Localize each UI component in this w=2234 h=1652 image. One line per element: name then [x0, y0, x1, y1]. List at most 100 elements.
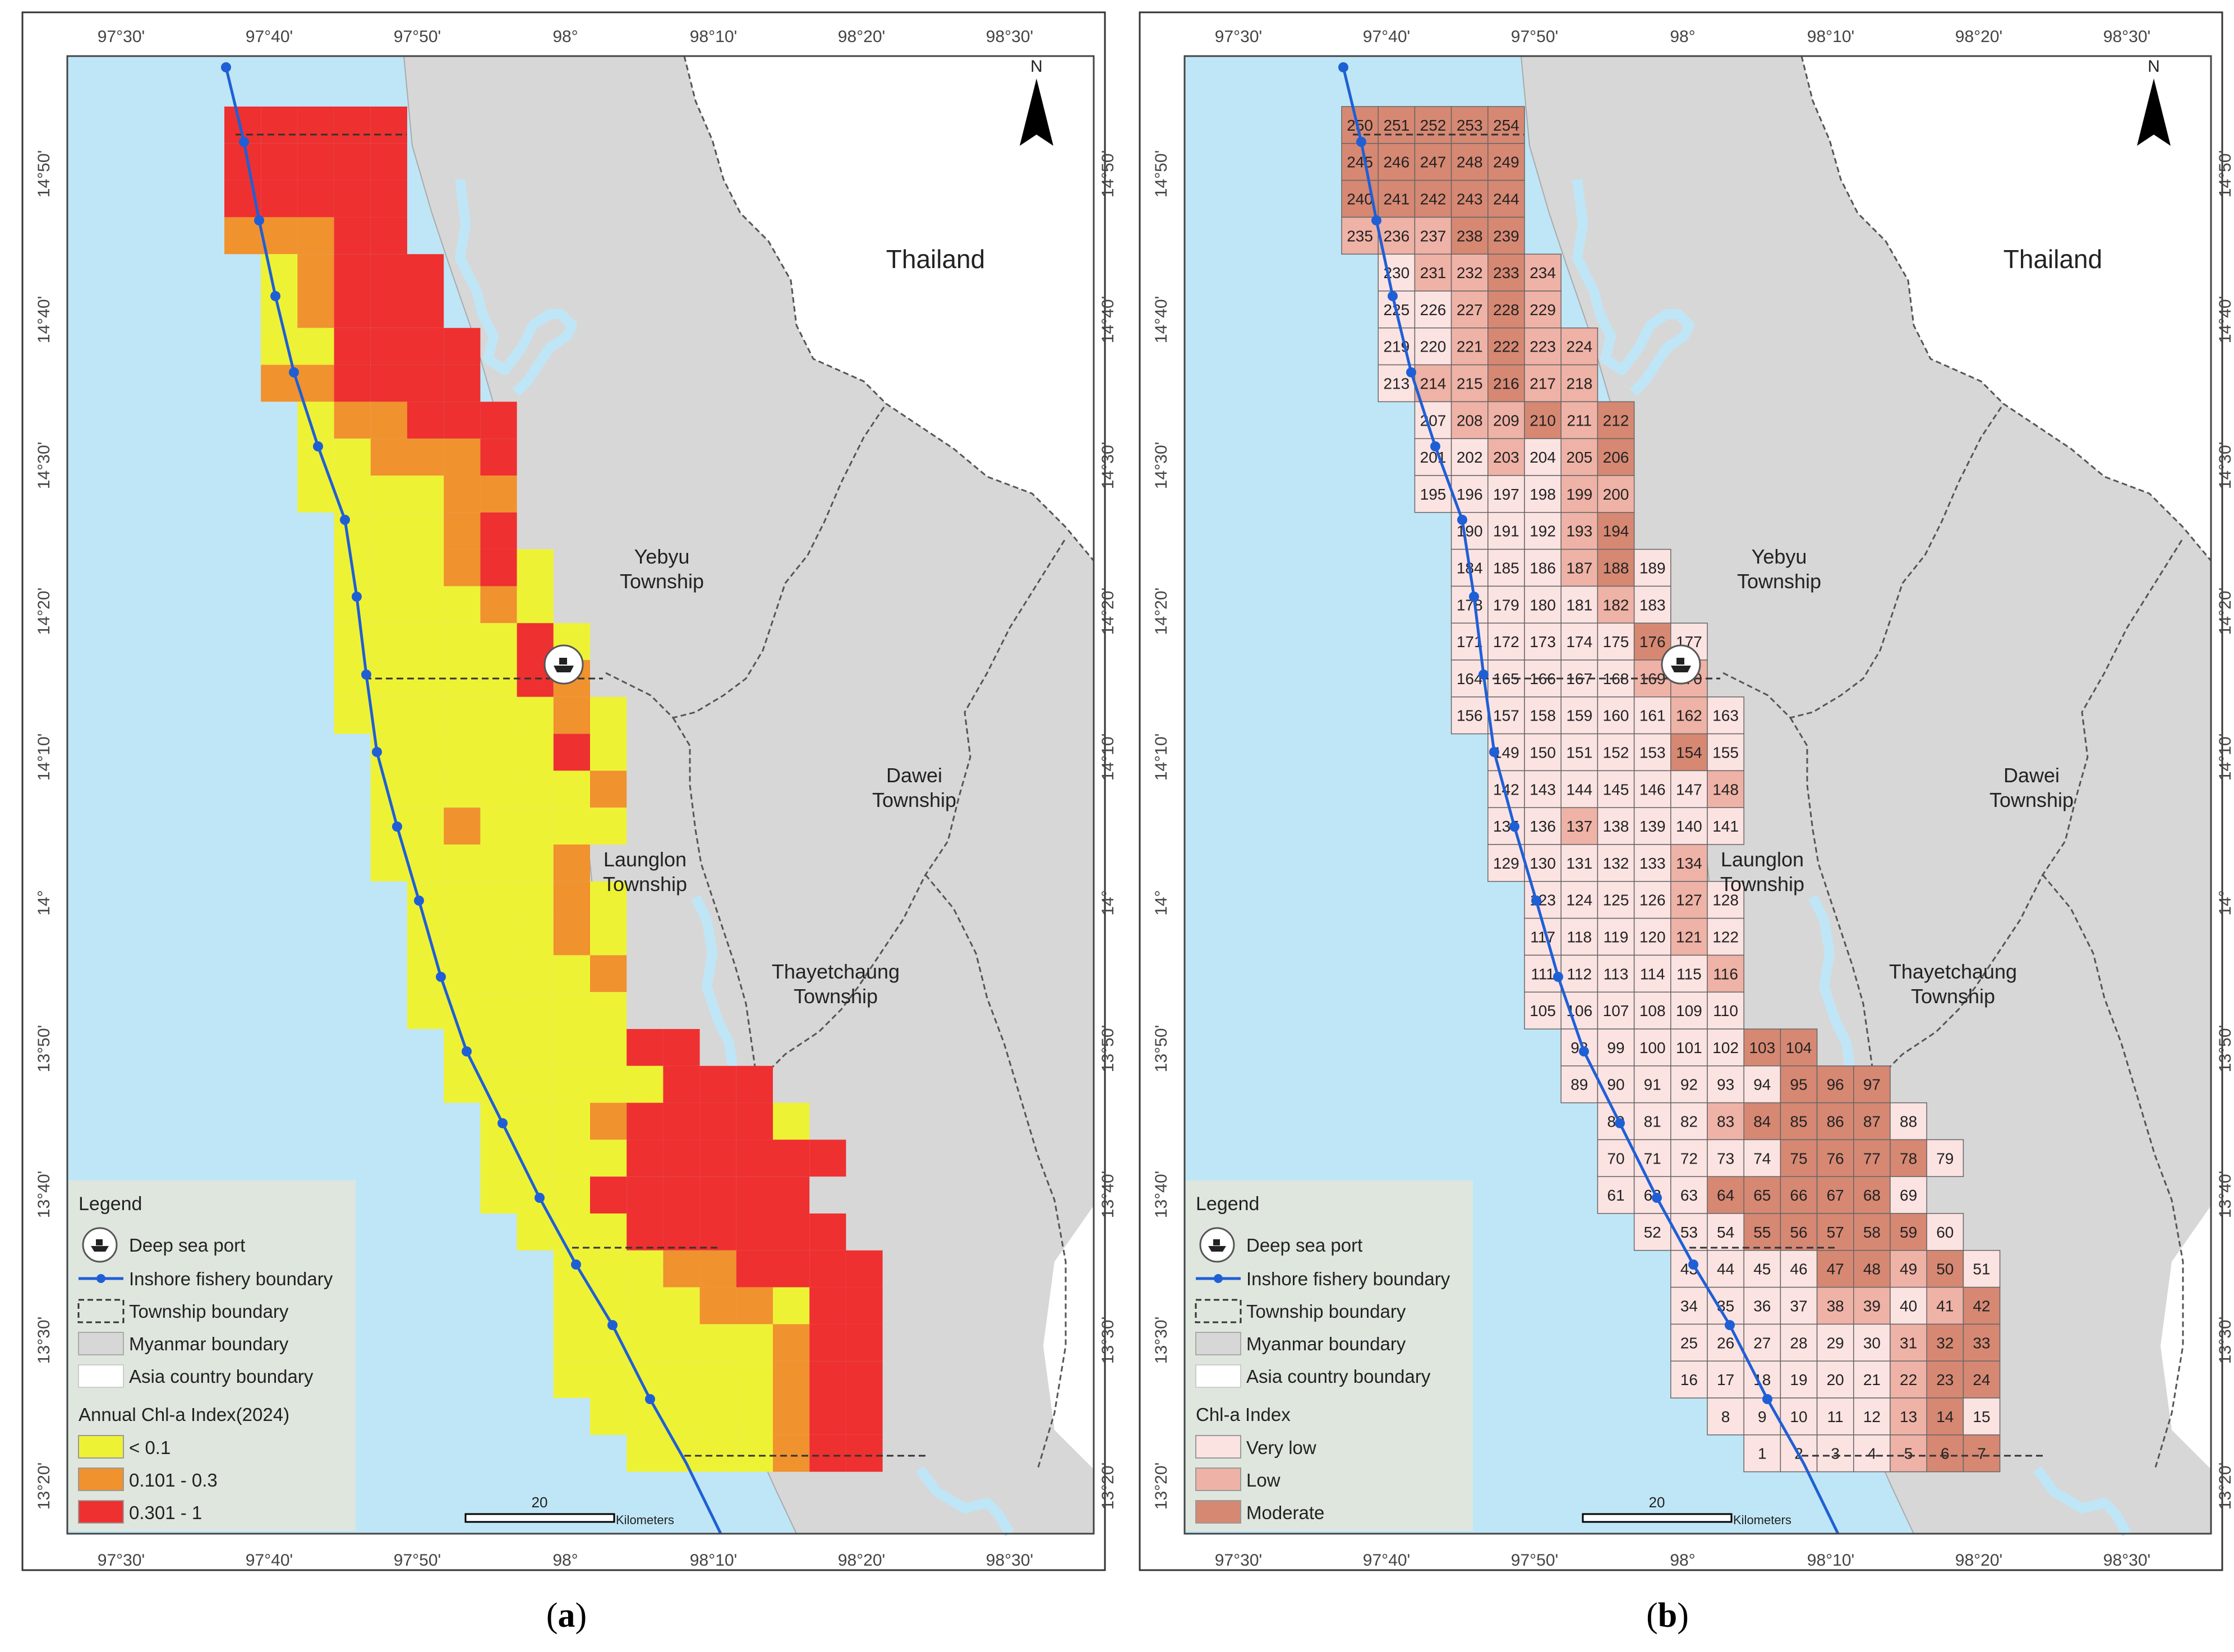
grid-cell-label: 67 [1827, 1187, 1844, 1204]
latitude-label-left: 13°20' [35, 1462, 53, 1510]
grid-cell-label: 154 [1676, 744, 1702, 762]
grid-cell [1853, 1139, 1891, 1177]
grid-cell [1487, 696, 1525, 735]
grid-cell-label: 133 [1639, 855, 1666, 872]
legend: Legend Deep sea port Inshore fishery bound… [68, 1180, 356, 1531]
grid-cell [1487, 401, 1525, 439]
grid-cell [590, 1398, 627, 1435]
fishery-boundary-point [462, 1046, 472, 1056]
port-icon-cabin [559, 658, 567, 665]
grid-cell [773, 1250, 810, 1288]
grid-cell [1926, 1323, 1964, 1362]
grid-cell-label: 12 [1863, 1408, 1881, 1425]
grid-cell [553, 955, 590, 993]
legend-port-hull [91, 1246, 109, 1252]
grid-cell [663, 1324, 700, 1362]
grid-cell [480, 549, 517, 587]
latitude-label-right: 14°30' [1099, 442, 1117, 489]
grid-cell [627, 1250, 664, 1288]
grid-cell [663, 1102, 700, 1140]
grid-cell-label: 7 [1977, 1445, 1986, 1462]
latitude-label-right: 14° [2216, 890, 2234, 915]
grid-cell-label: 113 [1604, 965, 1629, 982]
grid-cell [1633, 770, 1671, 808]
grid-cell-label: 158 [1530, 707, 1556, 725]
grid-cell [1780, 1065, 1818, 1104]
grid-cell [1450, 327, 1489, 366]
grid-cell [1926, 1360, 1964, 1399]
scale-bar-value: 20 [532, 1494, 548, 1511]
grid-cell [517, 586, 554, 624]
grid-cell [809, 1287, 846, 1325]
fishery-boundary-point [361, 670, 371, 680]
grid-cell-label: 236 [1383, 227, 1410, 244]
grid-cell [1597, 401, 1635, 439]
map-frame [1183, 55, 2212, 1535]
scale-bar [1582, 1513, 1733, 1523]
grid-cell [663, 1287, 700, 1325]
grid-cell [1487, 179, 1525, 218]
latitude-label-right: 13°40' [2216, 1171, 2234, 1218]
longitude-label-top: 97°40' [246, 27, 293, 46]
grid-cell [444, 476, 481, 513]
grid-cell [773, 1434, 810, 1472]
latitude-label-left: 14°40' [1152, 296, 1171, 343]
legend-class-swatch [1195, 1468, 1241, 1491]
grid-cell-label: 5 [1904, 1445, 1913, 1462]
grid-cell [261, 143, 298, 181]
grid-cell [334, 217, 371, 255]
latitude-label-left: 14°30' [1152, 442, 1171, 489]
grid-cell [553, 881, 590, 919]
grid-cell-label: 141 [1712, 818, 1739, 835]
grid-cell [407, 291, 444, 328]
fishery-boundary-point [254, 215, 264, 225]
grid-cell-label: 237 [1420, 227, 1447, 244]
longitude-label-bottom: 98°10' [690, 1551, 737, 1570]
grid-cell [1341, 143, 1379, 181]
township-name-label: Yebyu [634, 545, 690, 568]
grid-cell-label: 52 [1644, 1224, 1661, 1241]
grid-cell [444, 1065, 481, 1103]
grid-cell-label: 205 [1566, 449, 1592, 466]
grid-cell-label: 216 [1493, 375, 1519, 393]
grid-cell [480, 992, 517, 1029]
grid-cell [1524, 807, 1562, 845]
grid-cell [517, 1065, 554, 1103]
grid-cell [444, 696, 481, 734]
grid-cell [1926, 1397, 1964, 1436]
grid-cell-label: 86 [1827, 1113, 1844, 1130]
latitude-label-left: 14°50' [1152, 150, 1171, 197]
fishery-boundary-point [1579, 1046, 1589, 1056]
panel-frame [1139, 11, 2223, 1571]
grid-cell-label: 211 [1567, 412, 1592, 429]
grid-cell-label: 65 [1753, 1187, 1771, 1204]
grid-cell [1487, 290, 1525, 329]
grid-cell [1816, 1434, 1854, 1473]
grid-cell [1414, 143, 1452, 181]
grid-cell [480, 918, 517, 956]
grid-cell [444, 881, 481, 919]
north-arrow-left [2137, 79, 2154, 146]
grid-cell [517, 807, 554, 845]
grid-cell [1378, 179, 1416, 218]
legend-class-swatch [78, 1468, 124, 1491]
grid-cell-label: 117 [1530, 929, 1555, 946]
grid-cell [370, 512, 407, 550]
grid-cell [627, 1434, 664, 1472]
grid-cell [736, 1250, 773, 1288]
fishery-boundary-point [498, 1118, 508, 1128]
grid-cell [1524, 696, 1562, 735]
fishery-boundary-point [1489, 747, 1499, 757]
grid-cell [590, 733, 627, 771]
grid-cell [553, 918, 590, 956]
township-suffix-label: Township [794, 985, 878, 1008]
grid-cell [1487, 622, 1525, 661]
grid-cell-label: 175 [1603, 633, 1629, 650]
grid-cell-label: 203 [1493, 449, 1519, 466]
grid-cell [553, 845, 590, 882]
legend-class-label: 0.101 - 0.3 [129, 1470, 218, 1491]
grid-cell [334, 402, 371, 439]
longitude-label-top: 98°10' [690, 27, 737, 46]
grid-cell [773, 1102, 810, 1140]
grid-cell [444, 955, 481, 993]
